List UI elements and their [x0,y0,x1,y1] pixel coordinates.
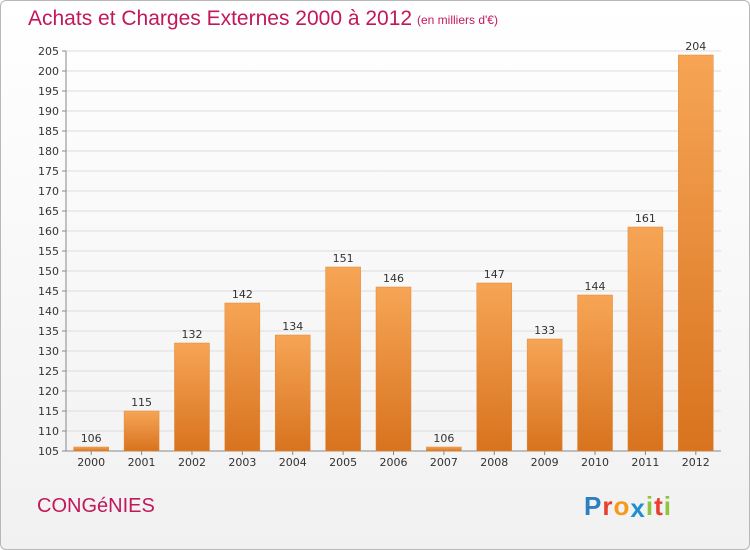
y-tick-label: 125 [38,365,59,378]
bar-2004 [274,334,311,452]
y-tick-label: 105 [38,445,59,458]
x-tick-label-2000: 2000 [77,456,105,469]
x-tick-label-2001: 2001 [128,456,156,469]
y-tick-label: 145 [38,285,59,298]
logo-letter: i [645,491,655,521]
bar-2001 [123,410,160,452]
y-tick-label: 175 [38,165,59,178]
x-tick-label-2009: 2009 [531,456,559,469]
y-tick-label: 205 [38,45,59,58]
chart-title: Achats et Charges Externes 2000 à 2012 [28,7,413,30]
value-label-2009: 133 [534,324,555,337]
proxiti-logo[interactable]: Proxiti [584,491,672,523]
x-tick-label-2012: 2012 [682,456,710,469]
value-label-2011: 161 [635,212,656,225]
value-label-2008: 147 [484,268,505,281]
value-label-2005: 151 [333,252,354,265]
logo-letter: i [663,491,672,521]
y-tick-label: 180 [38,145,59,158]
logo-letter: P [584,491,603,521]
bar-2009 [526,338,563,452]
y-tick-label: 135 [38,325,59,338]
y-tick-label: 160 [38,225,59,238]
bar-2006 [375,286,412,452]
x-tick-label-2006: 2006 [380,456,408,469]
value-label-2000: 106 [81,432,102,445]
bar-2000 [73,446,109,452]
data-labels: 106 115 132 142 134 151 146 106 147 133 144 161 204 [81,40,707,445]
y-tick-label: 130 [38,345,59,358]
x-tick-label-2005: 2005 [329,456,357,469]
logo-letter: o [613,491,631,521]
bars [73,54,714,452]
value-label-2002: 132 [181,328,202,341]
x-tick-label-2004: 2004 [279,456,307,469]
bar-2011 [627,226,664,452]
bar-2012 [678,54,714,452]
x-tick-label-2008: 2008 [480,456,508,469]
y-tick-label: 170 [38,185,59,198]
bar-2007 [426,446,462,452]
y-tick-label: 195 [38,85,59,98]
value-label-2004: 134 [282,320,303,333]
x-tick-label-2007: 2007 [430,456,458,469]
chart-subtitle: (en milliers d'€) [417,13,498,27]
bar-2002 [174,342,210,452]
x-tick-label-2010: 2010 [581,456,609,469]
value-label-2001: 115 [131,396,152,409]
logo-letter: t [654,491,664,521]
logo-letter: x [630,493,646,523]
logo-letter: r [602,491,614,521]
bar-2008 [476,282,513,452]
axes: 105 110 115 120 125 130 135 140 145 150 155 160 165 1… [38,45,721,469]
y-tick-label: 190 [38,105,59,118]
bar-2010 [577,294,613,452]
y-tick-label: 200 [38,65,59,78]
commune-name: CONGéNIES [37,495,155,517]
x-tick-label-2011: 2011 [631,456,659,469]
y-tick-label: 185 [38,125,59,138]
y-tick-label: 115 [38,405,59,418]
y-tick-label: 120 [38,385,59,398]
y-tick-label: 155 [38,245,59,258]
y-tick-label: 150 [38,265,59,278]
bar-2005 [325,266,361,452]
x-tick-label-2003: 2003 [228,456,256,469]
value-label-2006: 146 [383,272,404,285]
value-label-2007: 106 [433,432,454,445]
value-label-2003: 142 [232,288,253,301]
y-tick-label: 140 [38,305,59,318]
bar-2003 [224,302,261,452]
value-label-2012: 204 [685,40,706,53]
x-tick-label-2002: 2002 [178,456,206,469]
y-tick-label: 110 [38,425,59,438]
y-tick-label: 165 [38,205,59,218]
value-label-2010: 144 [585,280,606,293]
